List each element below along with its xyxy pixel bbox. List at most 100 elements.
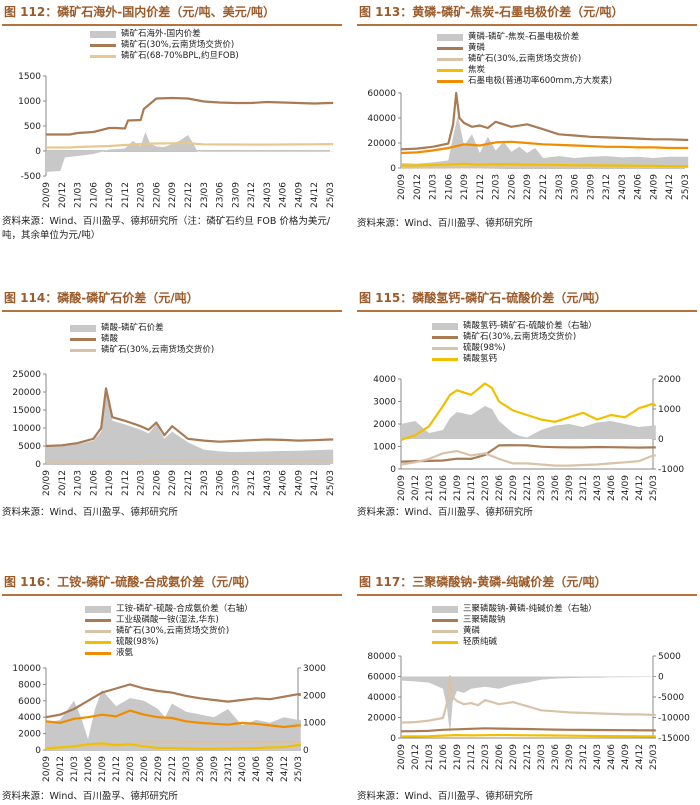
x-tick-label: 24/09 [621,744,631,770]
x-tick-label: 20/09 [42,470,52,496]
legend-label: 磷酸 [101,334,119,344]
chart-plot: 0 1000 2000 3000 4000 -1000 0 1000 2000 20/09 20/1… [373,375,684,501]
x-tick-label: 20/12 [58,182,68,208]
y-tick-label: 15000 [12,406,41,416]
chart-title: 图 114：磷酸-磷矿石价差（元/吨） [2,288,342,312]
legend-item: 磷矿石(30%,云南货场交货价) [432,332,597,343]
series-line-3 [400,162,689,168]
legend-label: 黄磷 [468,43,486,53]
legend-item: 工业级磷酸一铵(湿法,华东) [85,615,253,626]
x-tick-label: 22/12 [523,475,533,501]
y-tick-label: 20000 [12,388,41,398]
series-line-2 [45,740,301,749]
chart-plot: 0 20000 40000 60000 80000 -15000 -10000 -5000 0 5… [367,652,690,770]
y-tick-label-right: 0 [303,746,309,756]
x-tick-label: 24/03 [238,756,248,782]
legend-label: 磷矿石(30%,云南货场交货价) [116,626,230,636]
legend-label: 石墨电极(普通功率600mm,方大炭素) [468,76,613,86]
y-tick-label: 2000 [18,730,41,740]
x-tick-label: 24/03 [263,470,273,496]
x-tick-label: 23/12 [247,470,257,496]
x-tick-label: 23/09 [565,475,575,501]
y-tick-label: -500 [21,172,42,182]
x-tick-label: 24/12 [635,475,645,501]
y-tick-label: 0 [390,164,396,174]
x-tick-label: 23/06 [571,174,581,200]
x-tick-label: 24/06 [607,744,617,770]
x-tick-label: 25/03 [649,475,659,501]
x-tick-label: 22/09 [154,756,164,782]
legend-swatch [432,336,458,339]
y-tick-label: 8000 [18,680,41,690]
chart-plot: 0 20000 40000 60000 20/09 20/12 21/03 21/06 21/0… [367,89,691,200]
legend-swatch [85,652,111,655]
x-tick-label: 21/09 [98,756,108,782]
x-tick-label: 24/03 [593,744,603,770]
legend-item: 黄磷 [437,43,612,54]
legend-item: 磷酸-磷矿石价差 [70,323,214,334]
legend-swatch [90,31,116,38]
chart-title: 图 112：磷矿石海外-国内价差（元/吨、美元/吨） [2,2,342,26]
x-tick-label: 22/03 [126,756,136,782]
legend-swatch [432,358,458,361]
x-tick-label: 22/03 [481,744,491,770]
legend-swatch [437,69,463,72]
y-tick-label: 20000 [367,714,396,724]
x-tick-label: 23/09 [586,174,596,200]
legend-item: 液氨 [85,648,253,659]
x-tick-label: 22/06 [495,475,505,501]
chart-title: 图 116：工铵-磷矿-硫酸-合成氨价差（元/吨） [2,572,342,596]
legend-label: 三聚磷酸钠-黄磷-纯碱价差（右轴） [463,604,597,614]
x-tick-label: 20/12 [58,470,68,496]
legend-label: 三聚磷酸钠 [463,615,506,625]
x-tick-label: 21/09 [105,470,115,496]
y-tick-label: 60000 [367,673,396,683]
chart-source: 资料来源：Wind、百川盈孚、德邦研究所 [2,507,178,518]
legend-swatch [85,630,111,633]
legend-swatch [432,323,458,330]
legend-label: 液氨 [116,648,134,658]
legend-item: 磷酸氢钙 [432,354,597,365]
legend-swatch [432,619,458,622]
series-line-1 [400,444,656,463]
chart-source: 资料来源：Wind、百川盈孚、德邦研究所 [357,507,533,518]
legend-item: 黄磷-磷矿-焦炭-石墨电极价差 [437,32,612,43]
y-tick-label: 10000 [12,664,41,674]
legend-item: 石墨电极(普通功率600mm,方大炭素) [437,76,612,87]
y-tick-label: 40000 [367,114,396,124]
x-tick-label: 21/09 [460,174,470,200]
x-tick-label: 21/03 [425,744,435,770]
legend-label: 磷矿石海外-国内价差 [121,29,201,39]
x-tick-label: 23/06 [216,470,226,496]
x-tick-label: 21/03 [425,475,435,501]
series-line-1 [400,727,656,733]
legend-item: 磷矿石(68-70%BPL,约旦FOB) [90,51,239,62]
x-tick-label: 20/12 [56,756,66,782]
x-tick-label: 20/09 [397,475,407,501]
x-tick-label: 22/12 [184,182,194,208]
y-tick-label: 6000 [18,697,41,707]
legend-swatch [85,619,111,622]
series-line-2 [400,449,656,467]
x-tick-label: 24/09 [294,182,304,208]
legend-label: 磷酸-磷矿石价差 [101,323,164,333]
y-tick-label: 0 [35,746,41,756]
legend-item: 磷矿石海外-国内价差 [90,29,239,40]
legend-label: 硫酸(98%) [463,343,506,353]
legend-item: 三聚磷酸钠 [432,615,597,626]
legend-item: 黄磷 [432,626,597,637]
x-tick-label: 23/03 [537,475,547,501]
legend-label: 黄磷-磷矿-焦炭-石墨电极价差 [468,32,580,42]
x-tick-label: 24/09 [266,756,276,782]
y-tick-label: 4000 [18,713,41,723]
x-tick-label: 23/12 [247,182,257,208]
series-line-4 [45,709,301,729]
legend-item: 硫酸(98%) [432,343,597,354]
x-tick-label: 20/09 [397,744,407,770]
legend-item: 磷矿石(30%,云南货场交货价) [90,40,239,51]
legend-item: 磷酸 [70,334,214,345]
y-tick-label: 1500 [18,72,41,82]
series-line-3 [45,742,301,750]
panel-fig115: 图 115：磷酸氢钙-磷矿石-硫酸价差（元/吨） 磷酸氢钙-磷矿石-硫酸价差（右… [357,288,697,528]
x-tick-label: 21/12 [112,756,122,782]
